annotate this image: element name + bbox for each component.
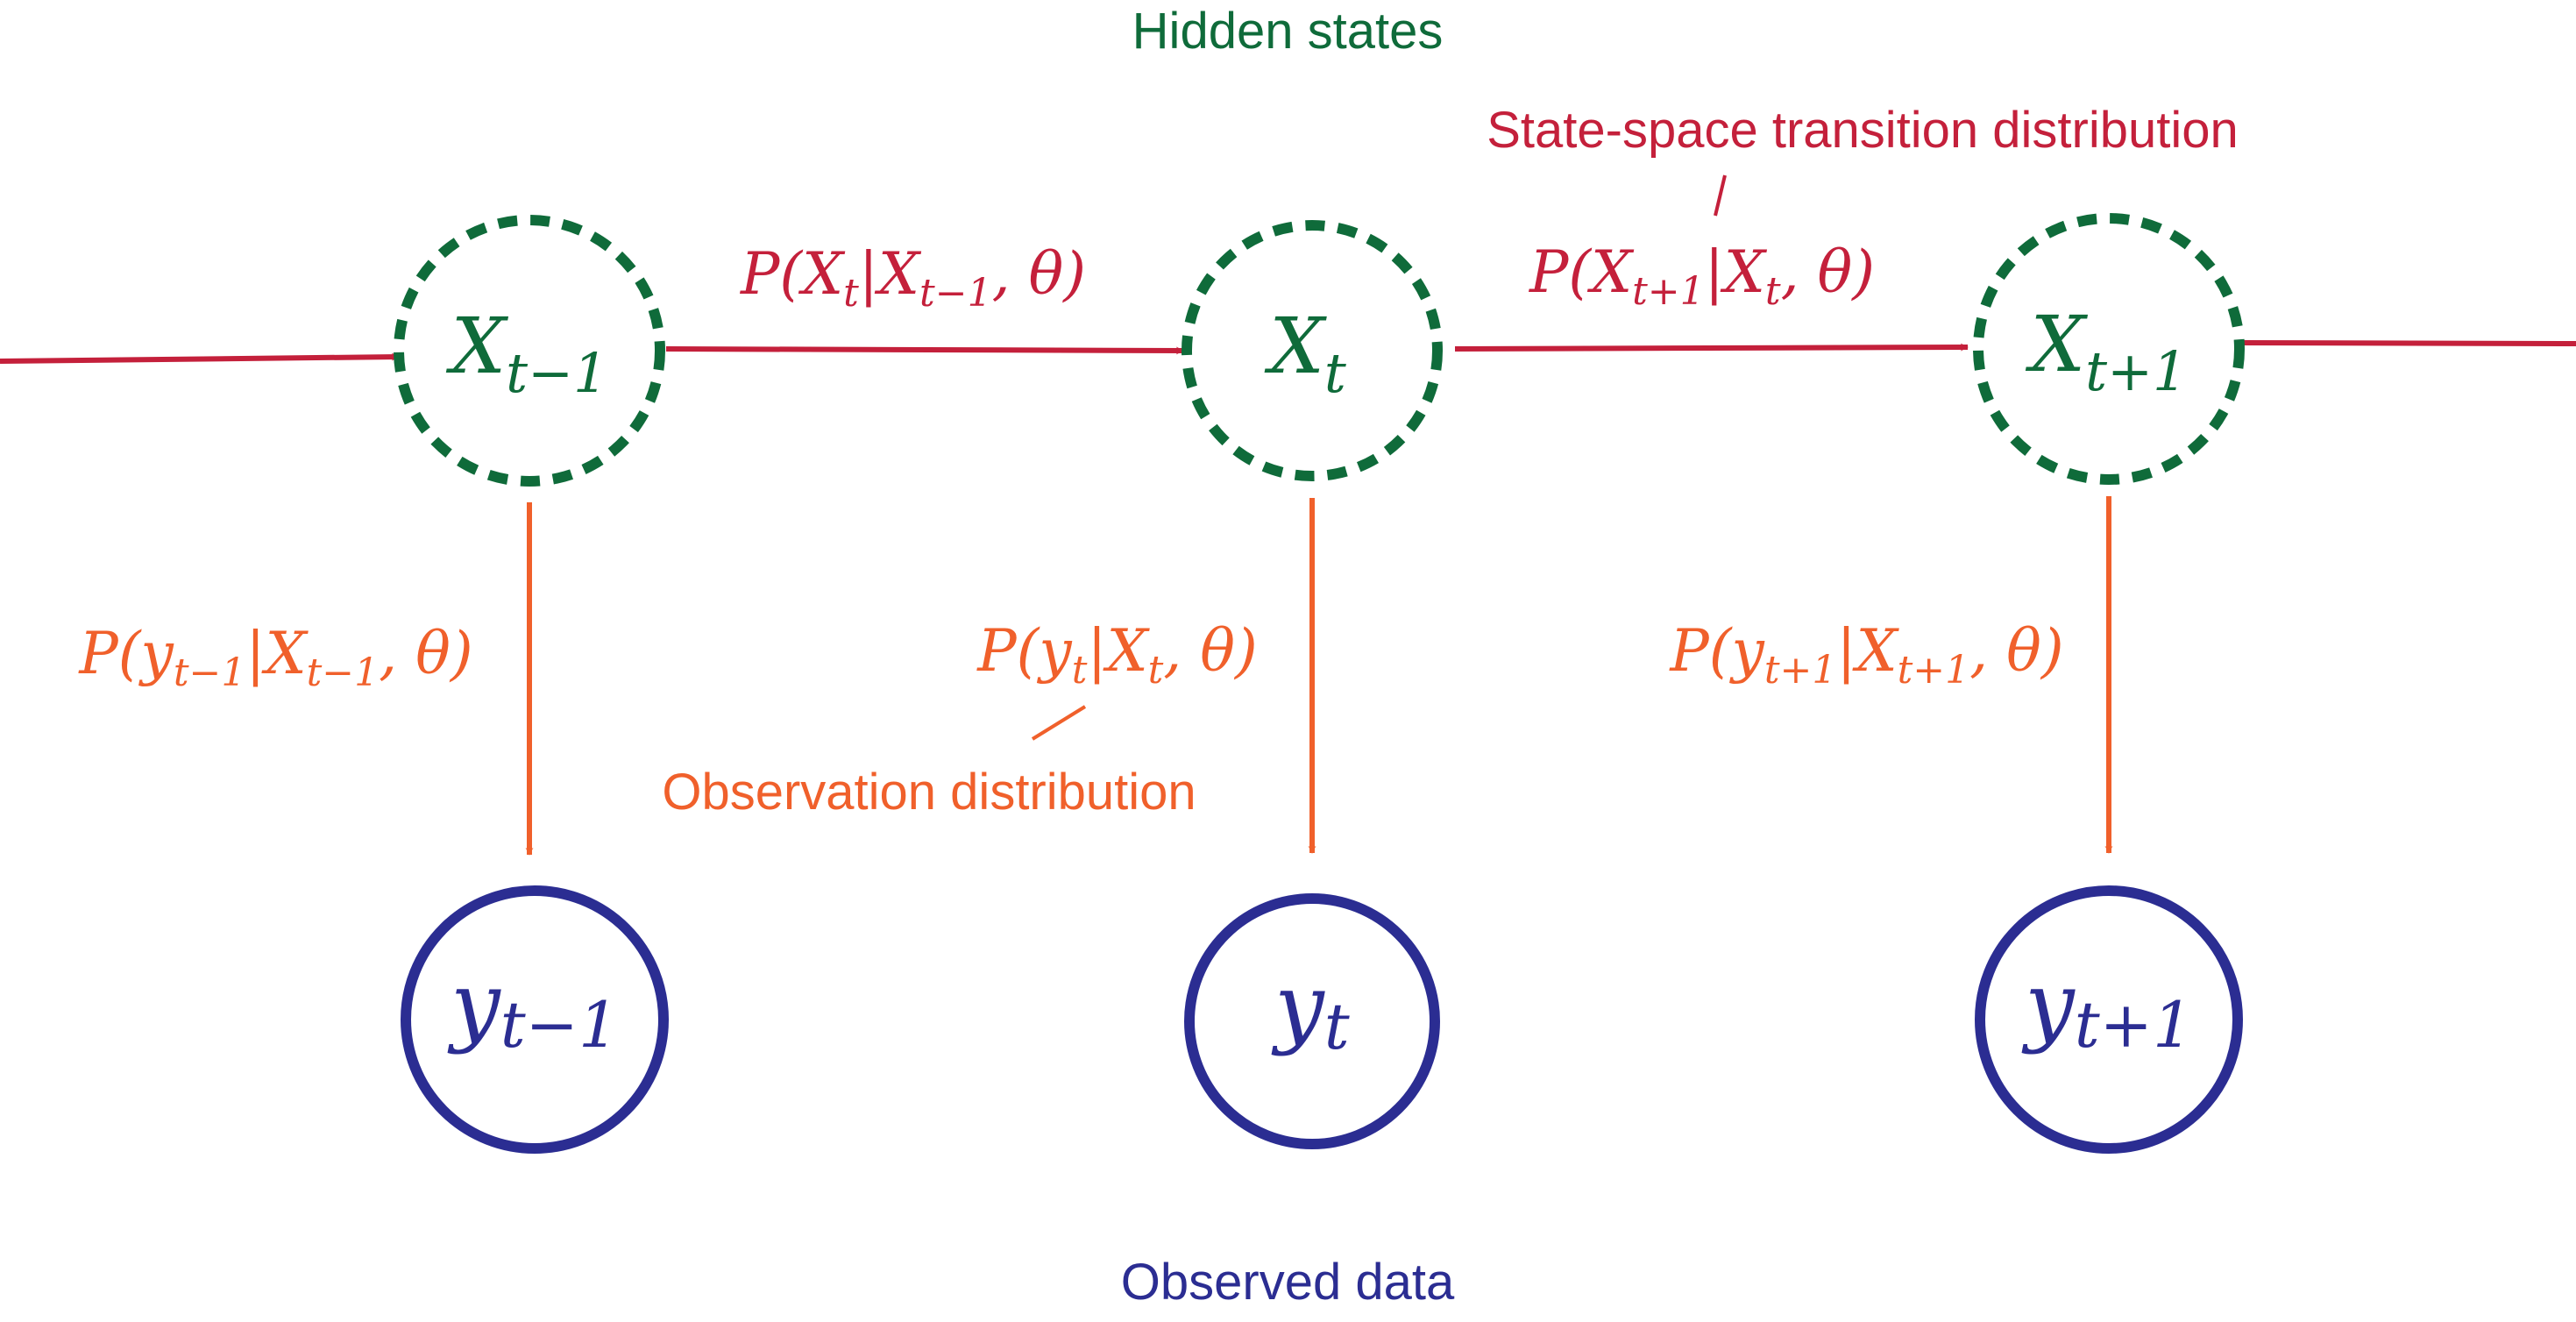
observation-prob-label: P(yt+1|Xt+1, θ)	[1669, 617, 2063, 693]
observation-prob-label: P(yt|Xt, θ)	[976, 617, 1258, 693]
transition-arrow-1	[665, 346, 1184, 355]
transition-prob-label: P(Xt|Xt−1, θ)	[740, 240, 1086, 316]
node-symbol: X	[446, 301, 509, 391]
hidden-node-t-plus-1: Xt+1	[1973, 213, 2245, 485]
observed-node-circle	[401, 885, 669, 1154]
node-symbol: X	[2026, 299, 2089, 389]
node-subscript: t	[1324, 990, 1351, 1063]
node-symbol: y	[1271, 955, 1325, 1057]
transition-line-outgoing	[2243, 340, 2576, 346]
hidden-node-circle	[1973, 213, 2245, 485]
transition-arrow-incoming	[0, 352, 400, 364]
node-subscript: t	[1324, 341, 1346, 405]
hidden-node-label: Xt	[1264, 301, 1346, 405]
node-subscript: t−1	[500, 988, 619, 1062]
hidden-node-t-minus-1: Xt−1	[394, 215, 665, 487]
transition-distribution-label: State-space transition distribution	[1487, 102, 2239, 159]
node-symbol: y	[2021, 953, 2076, 1055]
hidden-node-circle	[1182, 220, 1443, 481]
hidden-node-t: Xt	[1182, 220, 1443, 481]
node-subscript: t−1	[506, 341, 607, 405]
observation-distribution-label: Observation distribution	[662, 764, 1196, 821]
observation-prob-label: P(yt−1|Xt−1, θ)	[78, 620, 472, 695]
observed-node-label: yt	[1271, 955, 1351, 1063]
transition-prob-label: P(Xt+1|Xt, θ)	[1529, 238, 1875, 314]
observed-node-t-minus-1: yt−1	[401, 885, 669, 1154]
observed-node-circle	[1975, 885, 2243, 1154]
observed-node-t: yt	[1184, 893, 1440, 1149]
observation-callout-line	[1031, 705, 1087, 741]
node-symbol: X	[1264, 301, 1327, 391]
transition-callout-line	[1714, 174, 1727, 217]
observed-data-heading: Observed data	[1121, 1254, 1455, 1311]
transition-arrow-2	[1454, 343, 1969, 352]
node-subscript: t+1	[2085, 339, 2187, 403]
node-subscript: t+1	[2075, 988, 2193, 1062]
hidden-states-heading: Hidden states	[1132, 3, 1444, 60]
hidden-node-label: Xt+1	[2026, 299, 2188, 403]
observed-node-circle	[1184, 893, 1440, 1149]
node-symbol: y	[447, 953, 501, 1055]
observed-node-label: yt−1	[447, 953, 619, 1062]
observed-node-label: yt+1	[2021, 953, 2193, 1062]
hidden-node-label: Xt−1	[446, 301, 608, 405]
hidden-node-circle	[394, 215, 665, 487]
observed-node-t-plus-1: yt+1	[1975, 885, 2243, 1154]
